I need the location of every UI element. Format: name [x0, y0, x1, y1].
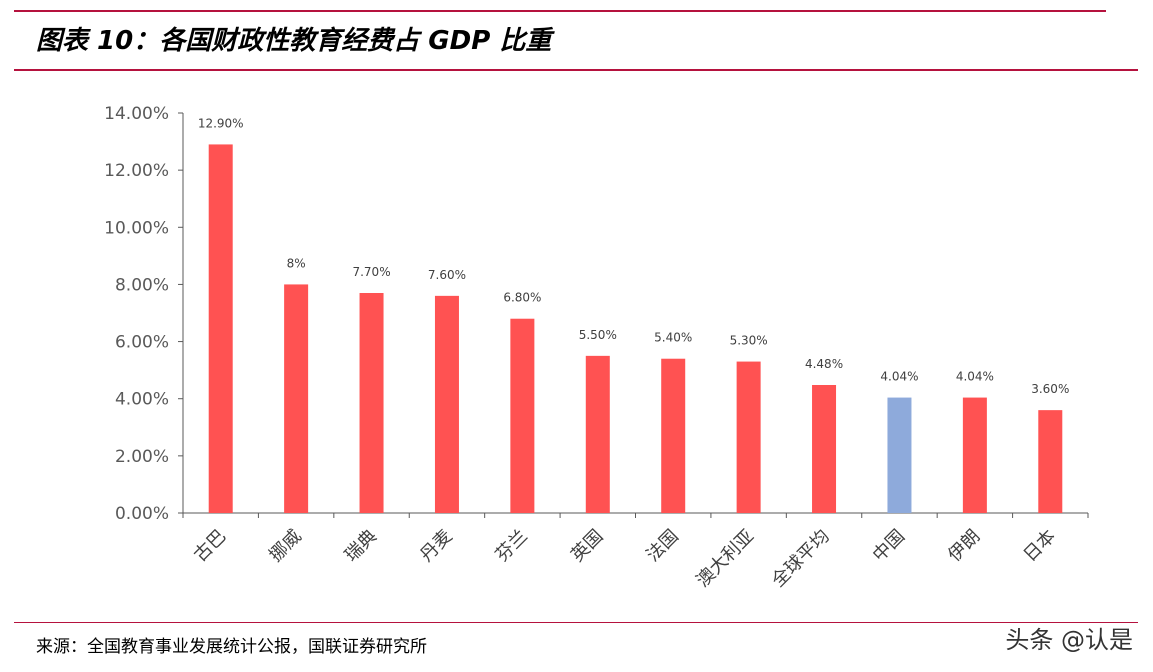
y-tick-label: 2.00% — [115, 447, 169, 467]
x-tick-label: 日本 — [1020, 526, 1060, 566]
y-tick-label: 4.00% — [115, 390, 169, 410]
data-label: 8% — [287, 256, 306, 270]
x-tick-label: 英国 — [567, 526, 607, 566]
x-tick-label: 丹麦 — [416, 526, 456, 566]
data-label: 5.50% — [579, 328, 617, 342]
data-label: 4.04% — [880, 370, 918, 384]
footer-rule — [14, 622, 1138, 623]
bar — [208, 144, 233, 513]
y-tick-label: 12.00% — [104, 161, 169, 181]
x-tick-label: 澳大利亚 — [692, 526, 758, 592]
x-tick-label: 挪威 — [265, 526, 305, 566]
y-tick-label: 6.00% — [115, 333, 169, 353]
data-label: 7.60% — [428, 268, 466, 282]
bar — [661, 358, 686, 513]
data-label: 6.80% — [503, 291, 541, 305]
y-tick-label: 0.00% — [115, 504, 169, 524]
header-bottom-rule — [14, 69, 1138, 71]
data-label: 3.60% — [1031, 382, 1069, 396]
y-tick-label: 14.00% — [104, 104, 169, 124]
data-label: 4.48% — [805, 357, 843, 371]
y-tick-label: 10.00% — [104, 218, 169, 238]
chart-title: 图表 10：各国财政性教育经费占 GDP 比重 — [36, 26, 552, 56]
x-tick-label: 瑞典 — [341, 526, 381, 566]
data-label: 12.90% — [198, 116, 244, 130]
bar — [1038, 410, 1063, 513]
bar — [736, 361, 761, 513]
bar — [284, 284, 309, 513]
bar — [359, 293, 384, 513]
y-tick-label: 8.00% — [115, 275, 169, 295]
x-tick-label: 伊朗 — [944, 526, 984, 566]
x-tick-label: 全球平均 — [768, 526, 834, 592]
header-top-rule — [14, 10, 1106, 12]
watermark: 头条 @认是 — [1005, 626, 1133, 654]
data-label: 7.70% — [352, 265, 390, 279]
data-label: 5.40% — [654, 331, 692, 345]
bar — [962, 397, 987, 513]
data-label: 4.04% — [956, 370, 994, 384]
bar — [510, 318, 535, 513]
x-tick-label: 古巴 — [190, 526, 230, 566]
x-tick-label: 中国 — [869, 526, 909, 566]
source-note: 来源：全国教育事业发展统计公报，国联证券研究所 — [36, 637, 427, 657]
x-tick-label: 芬兰 — [492, 526, 532, 566]
bar — [887, 397, 912, 513]
bar — [585, 355, 610, 513]
bar — [434, 295, 459, 513]
bar — [812, 385, 837, 513]
x-tick-label: 法国 — [642, 526, 682, 566]
data-label: 5.30% — [730, 334, 768, 348]
